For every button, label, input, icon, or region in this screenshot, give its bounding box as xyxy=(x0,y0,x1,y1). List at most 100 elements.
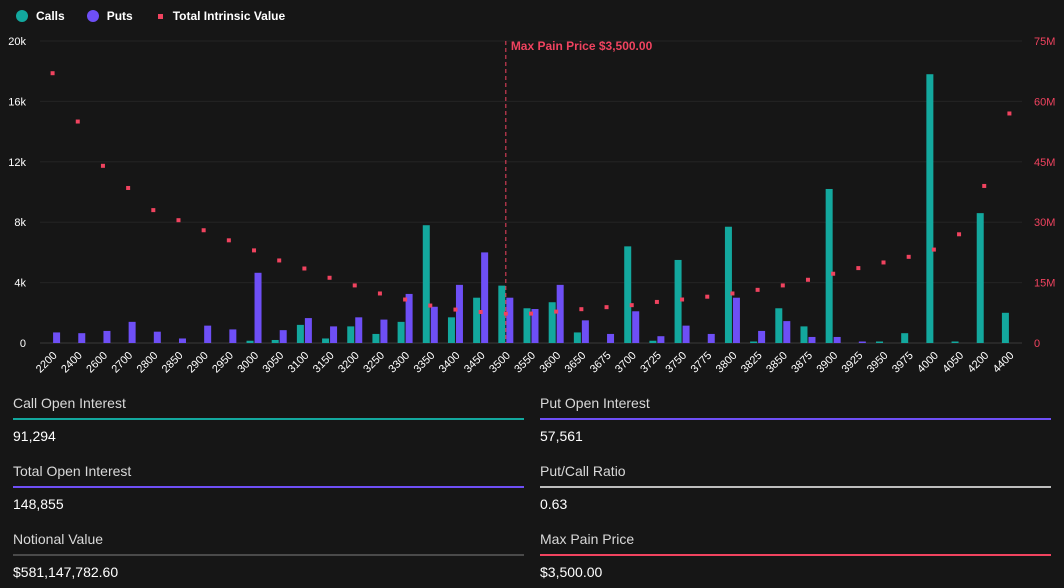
y-right-tick-label: 0 xyxy=(1034,338,1040,350)
stat-call-open-interest: Call Open Interest 91,294 xyxy=(13,394,524,445)
intrinsic-point xyxy=(327,275,332,280)
max-pain-label: Max Pain Price $3,500.00 xyxy=(511,39,653,53)
call-bar xyxy=(372,333,380,343)
stat-underline xyxy=(13,554,524,556)
x-tick-label: 2800 xyxy=(135,350,161,376)
call-bar xyxy=(548,302,556,343)
intrinsic-point xyxy=(931,247,936,252)
x-tick-label: 3200 xyxy=(336,350,362,376)
x-tick-label: 4200 xyxy=(966,350,992,376)
stat-label: Max Pain Price xyxy=(540,531,635,547)
y-left-tick-label: 16k xyxy=(8,96,26,108)
x-tick-label: 3100 xyxy=(286,350,312,376)
x-tick-label: 3850 xyxy=(764,350,790,376)
call-bar xyxy=(624,246,632,343)
put-bar xyxy=(128,321,136,343)
call-bar xyxy=(447,317,455,343)
intrinsic-point xyxy=(176,218,181,223)
stat-underline xyxy=(13,418,524,420)
call-bar xyxy=(422,225,430,343)
intrinsic-point xyxy=(403,297,408,302)
intrinsic-point xyxy=(252,248,257,253)
x-tick-label: 2900 xyxy=(185,350,211,376)
intrinsic-point xyxy=(705,294,710,299)
put-bar xyxy=(783,321,791,343)
intrinsic-point xyxy=(629,303,634,308)
y-left-tick-label: 12k xyxy=(8,157,26,169)
intrinsic-point xyxy=(730,291,735,296)
call-bar xyxy=(775,308,783,343)
y-left-tick-label: 0 xyxy=(20,338,26,350)
x-tick-label: 3825 xyxy=(739,350,765,376)
intrinsic-point xyxy=(755,287,760,292)
x-tick-label: 3775 xyxy=(689,350,715,376)
puts-swatch-icon xyxy=(86,10,99,22)
call-bar xyxy=(750,341,758,343)
put-bar xyxy=(657,336,665,343)
legend-item-calls[interactable]: Calls xyxy=(16,9,65,23)
stat-put-call-ratio: Put/Call Ratio 0.63 xyxy=(540,462,1051,513)
put-bar xyxy=(732,297,740,343)
intrinsic-point xyxy=(881,260,886,265)
x-tick-label: 2950 xyxy=(210,350,236,376)
stat-underline xyxy=(540,418,1051,420)
legend-item-puts[interactable]: Puts xyxy=(86,9,133,23)
call-bar xyxy=(347,326,355,343)
call-bar xyxy=(473,297,481,343)
stat-max-pain-price: Max Pain Price $3,500.00 xyxy=(540,530,1051,581)
y-left-tick-label: 4k xyxy=(14,278,26,290)
intrinsic-point xyxy=(680,297,685,302)
legend-label-calls: Calls xyxy=(36,9,65,23)
x-tick-label: 3875 xyxy=(789,350,815,376)
x-tick-label: 3750 xyxy=(663,350,689,376)
put-bar xyxy=(556,284,564,343)
legend-item-intrinsic[interactable]: Total Intrinsic Value xyxy=(155,9,285,23)
call-bar xyxy=(322,338,330,343)
put-bar xyxy=(481,252,489,343)
stat-underline xyxy=(540,554,1051,556)
stat-put-open-interest: Put Open Interest 57,561 xyxy=(540,394,1051,445)
intrinsic-point xyxy=(75,119,80,124)
intrinsic-point xyxy=(1007,111,1012,116)
x-tick-label: 3550 xyxy=(512,350,538,376)
x-tick-label: 3000 xyxy=(235,350,261,376)
open-interest-chart: 0 4k 8k 12k 16k 20k 0 15M 30M 45M 60M 75M 2200 2400 26… xyxy=(8,36,1055,376)
x-tick-label: 4050 xyxy=(940,350,966,376)
x-tick-label: 3600 xyxy=(538,350,564,376)
y-right-tick-label: 30M xyxy=(1034,217,1055,229)
put-bar xyxy=(78,333,86,343)
x-tick-label: 3050 xyxy=(261,350,287,376)
x-tick-label: 3350 xyxy=(412,350,438,376)
y-right-tick-label: 15M xyxy=(1034,278,1055,290)
put-bar xyxy=(682,325,690,343)
y-right-tick-label: 60M xyxy=(1034,96,1055,108)
intrinsic-point xyxy=(780,283,785,288)
intrinsic-point xyxy=(604,305,609,310)
call-bar xyxy=(876,341,884,343)
put-bar xyxy=(607,333,615,343)
put-bar xyxy=(506,297,514,343)
y-left-tick-label: 8k xyxy=(14,217,26,229)
x-tick-label: 2200 xyxy=(34,350,60,376)
call-bar xyxy=(825,188,833,343)
x-tick-label: 2600 xyxy=(84,350,110,376)
intrinsic-point xyxy=(377,291,382,296)
intrinsic-point xyxy=(529,311,533,316)
stat-label: Total Open Interest xyxy=(13,463,132,479)
put-bar xyxy=(304,318,312,343)
put-bar xyxy=(279,330,287,343)
x-tick-label: 3950 xyxy=(865,350,891,376)
x-tick-label: 3800 xyxy=(714,350,740,376)
stat-value: 0.63 xyxy=(540,496,568,512)
call-bar xyxy=(951,341,959,343)
x-tick-label: 3725 xyxy=(638,350,664,376)
x-tick-label: 2850 xyxy=(160,350,186,376)
intrinsic-point xyxy=(831,271,836,276)
stat-value: 91,294 xyxy=(13,428,56,444)
call-bar xyxy=(674,259,682,343)
stat-label: Notional Value xyxy=(13,531,104,547)
intrinsic-point xyxy=(428,303,433,308)
x-tick-label: 3700 xyxy=(613,350,639,376)
put-bar xyxy=(707,333,715,343)
call-bar xyxy=(926,74,934,343)
